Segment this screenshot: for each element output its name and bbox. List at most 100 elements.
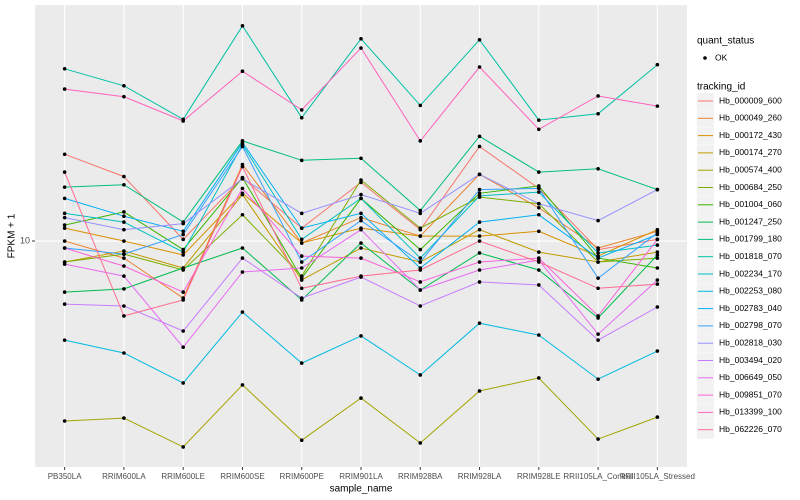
legend-label: Hb_001818_070: [719, 251, 782, 261]
data-point: [596, 94, 600, 98]
data-point: [122, 287, 126, 291]
data-point: [62, 290, 67, 294]
data-point: [596, 218, 600, 223]
legend-label: Hb_062226_070: [719, 424, 782, 434]
y-axis-label: FPKM + 1: [7, 213, 18, 258]
data-point: [62, 223, 67, 227]
data-point: [477, 144, 482, 149]
data-point: [299, 260, 304, 264]
data-point: [477, 251, 482, 255]
data-point: [537, 186, 541, 191]
data-point: [122, 214, 126, 218]
data-point: [62, 302, 67, 306]
data-point: [418, 211, 423, 216]
data-point: [418, 226, 423, 230]
data-point: [359, 156, 363, 161]
data-point: [596, 251, 600, 255]
data-point: [537, 205, 541, 210]
data-point: [181, 445, 185, 449]
data-point: [62, 239, 67, 243]
x-tick-label: RRIM901LA: [339, 472, 383, 481]
data-point: [299, 361, 304, 365]
data-point: [181, 298, 185, 302]
data-point: [359, 246, 363, 250]
data-point: [655, 243, 660, 247]
data-point: [477, 134, 482, 139]
legend-label: Hb_002783_040: [719, 303, 782, 313]
data-point: [240, 164, 245, 169]
data-point: [477, 191, 482, 196]
data-point: [240, 212, 245, 217]
data-point: [359, 241, 363, 245]
data-point: [655, 305, 660, 309]
data-point: [122, 252, 126, 256]
data-point: [537, 212, 541, 217]
data-point: [122, 264, 126, 268]
data-point: [299, 115, 304, 120]
data-point: [181, 381, 185, 385]
x-tick-label: RRII105LA_Control: [563, 472, 633, 481]
data-point: [418, 208, 423, 213]
data-point: [537, 201, 541, 206]
data-point: [418, 103, 423, 108]
data-point: [240, 192, 245, 197]
data-point: [62, 338, 67, 342]
data-point: [418, 304, 423, 308]
legend-label: Hb_002818_030: [719, 337, 782, 347]
data-point: [655, 227, 660, 232]
data-point: [181, 247, 185, 252]
data-point: [299, 266, 304, 270]
data-point: [122, 227, 126, 232]
data-point: [596, 256, 600, 260]
data-point: [537, 170, 541, 174]
legend-label: OK: [715, 52, 728, 62]
data-point: [240, 270, 245, 274]
data-point: [596, 314, 600, 318]
data-point: [299, 296, 304, 300]
legend-title: tracking_id: [697, 82, 745, 93]
legend-label: Hb_000174_270: [719, 147, 782, 157]
data-point: [181, 290, 185, 294]
data-point: [62, 226, 67, 230]
x-tick-label: RRIM600LA: [102, 472, 146, 481]
data-point: [240, 256, 245, 260]
legend-label: Hb_002798_070: [719, 320, 782, 330]
data-point: [477, 37, 482, 42]
data-point: [62, 196, 67, 201]
legend-label: Hb_002234_170: [719, 268, 782, 278]
data-point: [122, 304, 126, 308]
data-point: [655, 256, 660, 260]
data-point: [537, 229, 541, 234]
data-point: [240, 246, 245, 250]
legend-label: Hb_000684_250: [719, 182, 782, 192]
data-point: [299, 286, 304, 291]
data-point: [596, 377, 600, 381]
x-tick-label: RRII105LA_Stressed: [620, 472, 695, 481]
data-point: [122, 314, 126, 318]
data-point: [240, 186, 245, 191]
data-point: [477, 389, 482, 393]
data-point: [477, 268, 482, 272]
data-point: [418, 268, 423, 272]
x-tick-label: RRIM600LE: [161, 472, 205, 481]
data-point: [655, 278, 660, 282]
data-point: [359, 334, 363, 338]
legend-title: quant_status: [697, 36, 754, 47]
data-point: [240, 177, 245, 181]
data-point: [418, 139, 423, 143]
data-point: [122, 256, 126, 260]
x-tick-label: PB350LA: [48, 472, 82, 481]
data-point: [359, 274, 363, 278]
data-point: [477, 280, 482, 284]
data-point: [596, 276, 600, 280]
data-point: [122, 83, 126, 88]
data-point: [299, 211, 304, 216]
data-point: [62, 215, 67, 220]
data-point: [181, 345, 185, 350]
data-point: [240, 383, 245, 387]
data-point: [359, 215, 363, 220]
data-point: [122, 274, 126, 278]
data-point: [359, 211, 363, 216]
legend-label: Hb_001004_060: [719, 199, 782, 209]
